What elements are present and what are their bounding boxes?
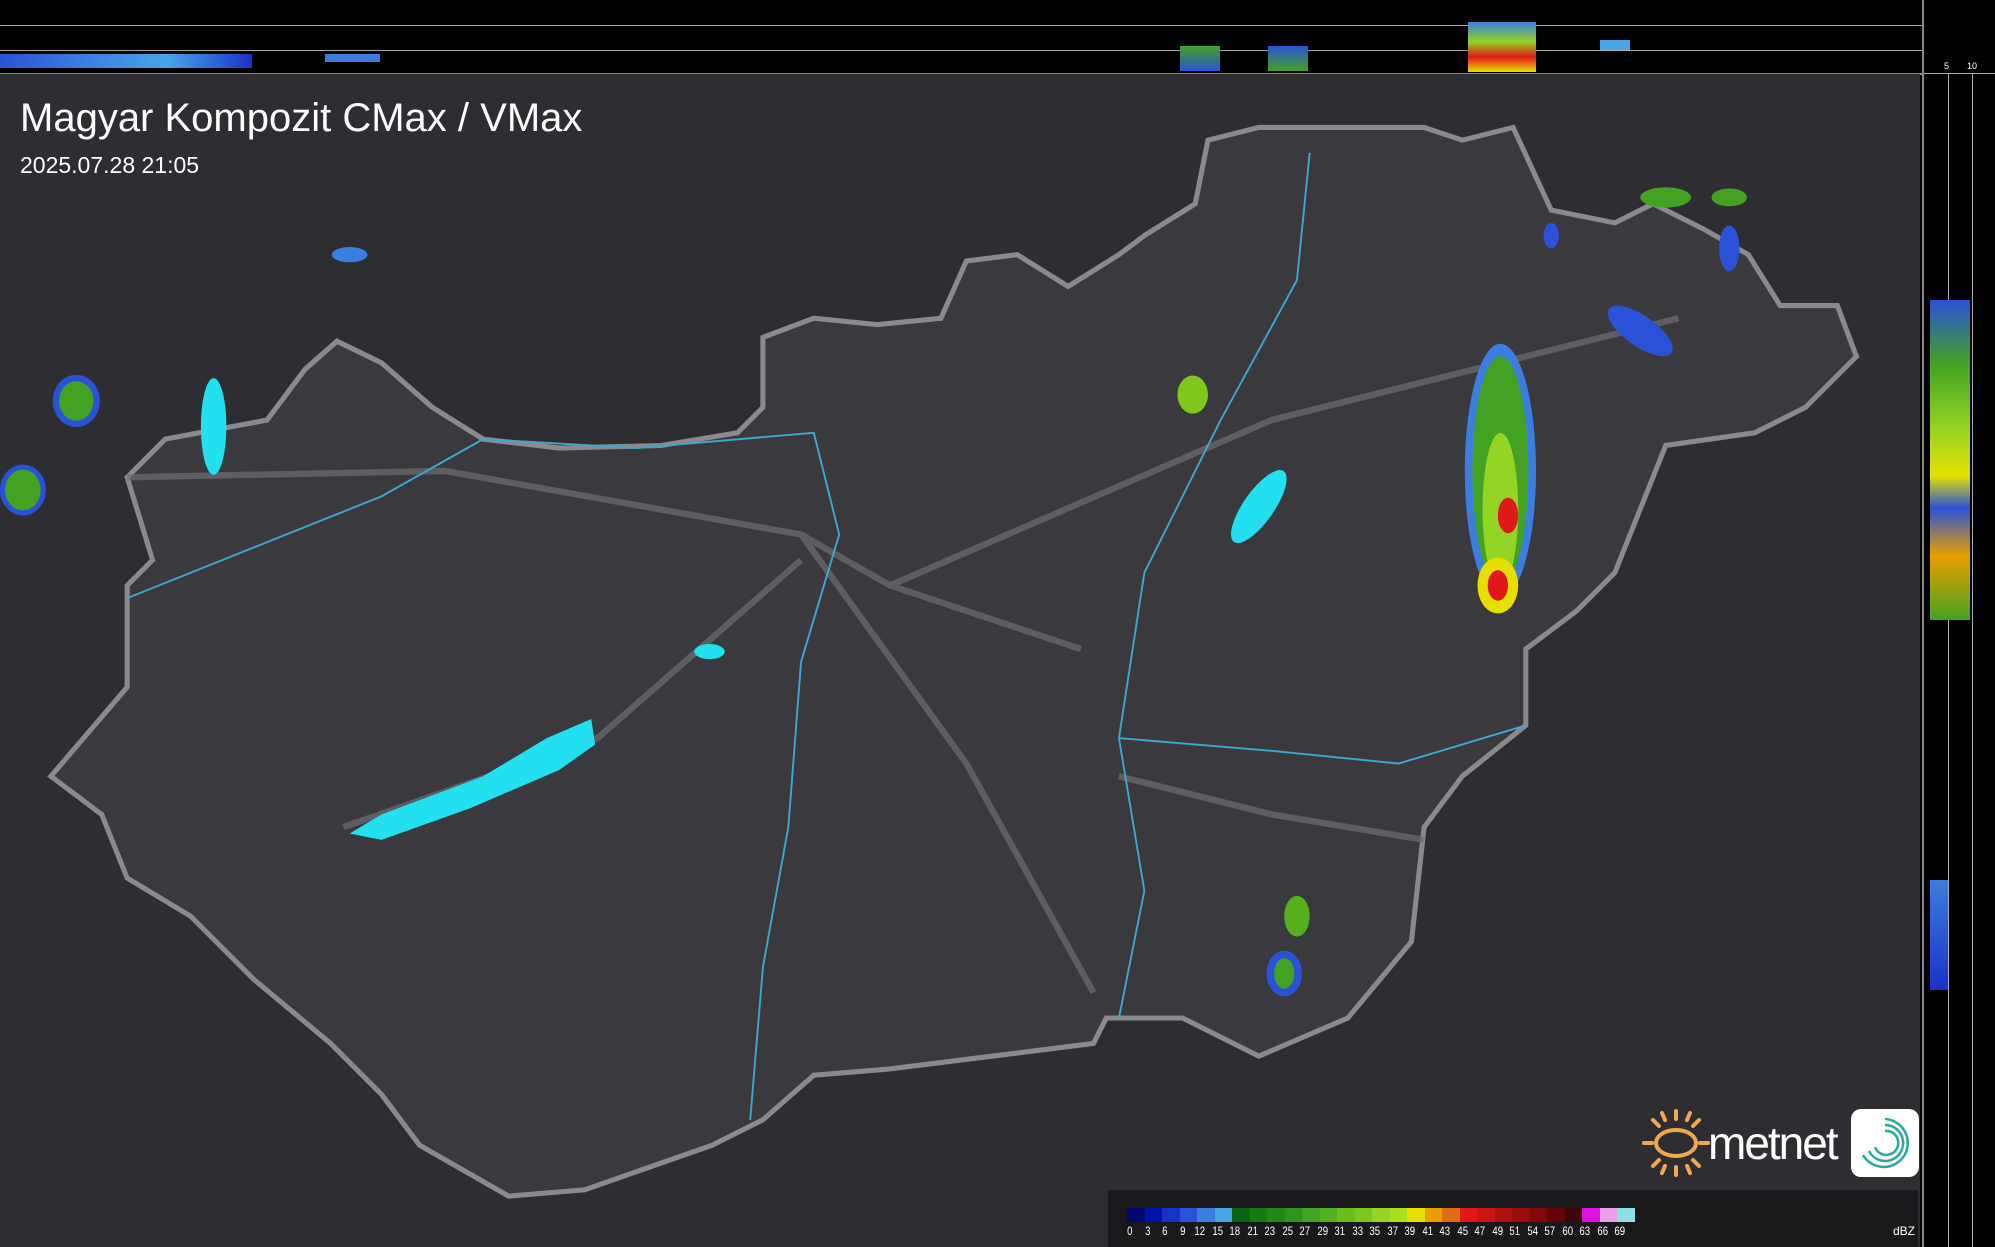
legend-label: 33 bbox=[1351, 1224, 1363, 1238]
legend-swatch bbox=[1599, 1208, 1617, 1222]
legend-label: 63 bbox=[1579, 1224, 1591, 1238]
tick-label: 5 bbox=[1944, 61, 1950, 71]
legend-labels: 0 3 6 9 12 15 18 21 23 25 27 29 31 33 35 37 39 41 43 45 47 49… bbox=[1121, 1224, 1629, 1238]
profile-gridline bbox=[1948, 73, 1949, 1247]
legend-swatch bbox=[1564, 1208, 1582, 1222]
profile-echo bbox=[325, 54, 380, 62]
legend-label: 29 bbox=[1316, 1224, 1328, 1238]
legend-swatch bbox=[1547, 1208, 1565, 1222]
legend-label: 12 bbox=[1194, 1224, 1206, 1238]
dbz-color-legend: 0 3 6 9 12 15 18 21 23 25 27 29 31 33 35 37 39 41 43 45 47 49… bbox=[1108, 1190, 1918, 1247]
lake-balaton bbox=[349, 719, 596, 840]
legend-unit: dBZ bbox=[1893, 1224, 1916, 1238]
legend-swatch bbox=[1302, 1208, 1320, 1222]
profile-gridline bbox=[1924, 73, 1995, 74]
sun-icon bbox=[1642, 1109, 1710, 1177]
legend-label: 6 bbox=[1162, 1224, 1168, 1238]
legend-swatch bbox=[1214, 1208, 1232, 1222]
legend-label: 51 bbox=[1509, 1224, 1521, 1238]
legend-swatch bbox=[1179, 1208, 1197, 1222]
legend-swatch bbox=[1337, 1208, 1355, 1222]
profile-echo bbox=[1930, 880, 1948, 990]
legend-label: 69 bbox=[1614, 1224, 1626, 1238]
legend-swatch bbox=[1354, 1208, 1372, 1222]
lakes bbox=[200, 378, 1287, 840]
legend-swatch bbox=[1494, 1208, 1512, 1222]
legend-label: 41 bbox=[1421, 1224, 1433, 1238]
legend-swatch bbox=[1144, 1208, 1162, 1222]
legend-swatch bbox=[1617, 1208, 1635, 1222]
legend-label: 57 bbox=[1544, 1224, 1556, 1238]
legend-swatch bbox=[1319, 1208, 1337, 1222]
legend-swatch bbox=[1512, 1208, 1530, 1222]
legend-swatch bbox=[1424, 1208, 1442, 1222]
legend-label: 3 bbox=[1144, 1224, 1150, 1238]
legend-label: 60 bbox=[1561, 1224, 1573, 1238]
legend-swatch bbox=[1162, 1208, 1180, 1222]
legend-swatch bbox=[1249, 1208, 1267, 1222]
map-timestamp: 2025.07.28 21:05 bbox=[20, 152, 200, 178]
legend-label: 45 bbox=[1456, 1224, 1468, 1238]
radar-map[interactable] bbox=[0, 74, 1920, 1247]
lake-tisza bbox=[1231, 470, 1287, 544]
legend-swatch bbox=[1197, 1208, 1215, 1222]
profile-gridline bbox=[1972, 73, 1973, 1247]
top-vertical-profile: 10 5 bbox=[0, 0, 1934, 75]
spiral-icon bbox=[1861, 1117, 1909, 1169]
legend-swatch bbox=[1582, 1208, 1600, 1222]
spiral-logo bbox=[1850, 1109, 1919, 1177]
legend-swatch bbox=[1459, 1208, 1477, 1222]
legend-label: 39 bbox=[1404, 1224, 1416, 1238]
lake-velence bbox=[694, 643, 725, 660]
legend-label: 18 bbox=[1229, 1224, 1241, 1238]
right-vertical-profile: 5 10 bbox=[1922, 0, 1995, 1247]
legend-label: 27 bbox=[1299, 1224, 1311, 1238]
legend-swatch bbox=[1389, 1208, 1407, 1222]
radar-echoes bbox=[0, 187, 1748, 997]
tick-label: 10 bbox=[1967, 61, 1978, 71]
profile-gridline bbox=[0, 25, 1922, 26]
profile-echo bbox=[1600, 40, 1630, 50]
legend-swatch bbox=[1127, 1208, 1145, 1222]
legend-label: 23 bbox=[1264, 1224, 1276, 1238]
legend-swatch bbox=[1477, 1208, 1495, 1222]
legend-label: 54 bbox=[1526, 1224, 1538, 1238]
legend-label: 25 bbox=[1281, 1224, 1293, 1238]
hungary-border bbox=[47, 124, 1860, 1199]
logo-text: metnet bbox=[1708, 1117, 1839, 1169]
map-title: Magyar Kompozit CMax / VMax bbox=[20, 96, 583, 140]
legend-label: 47 bbox=[1474, 1224, 1486, 1238]
legend-swatch bbox=[1372, 1208, 1390, 1222]
legend-label: 0 bbox=[1127, 1224, 1133, 1238]
metnet-logo: metnet bbox=[1636, 1103, 1919, 1183]
profile-echo bbox=[0, 54, 252, 68]
legend-label: 21 bbox=[1246, 1224, 1258, 1238]
legend-label: 43 bbox=[1439, 1224, 1451, 1238]
legend-swatch bbox=[1442, 1208, 1460, 1222]
legend-swatch bbox=[1232, 1208, 1250, 1222]
legend-color-bar bbox=[1127, 1208, 1635, 1222]
lake-ferto bbox=[200, 378, 227, 475]
legend-label: 15 bbox=[1211, 1224, 1223, 1238]
legend-swatch bbox=[1529, 1208, 1547, 1222]
legend-label: 66 bbox=[1596, 1224, 1608, 1238]
legend-swatch bbox=[1284, 1208, 1302, 1222]
legend-label: 9 bbox=[1179, 1224, 1185, 1238]
profile-gridline bbox=[0, 50, 1922, 51]
profile-echo bbox=[1180, 46, 1220, 71]
legend-label: 31 bbox=[1334, 1224, 1346, 1238]
legend-label: 35 bbox=[1369, 1224, 1381, 1238]
profile-echo bbox=[1268, 46, 1308, 71]
profile-echo bbox=[1930, 300, 1970, 620]
legend-label: 37 bbox=[1386, 1224, 1398, 1238]
legend-label: 49 bbox=[1491, 1224, 1503, 1238]
rivers bbox=[126, 152, 1527, 1120]
profile-echo bbox=[1468, 22, 1536, 72]
legend-swatch bbox=[1407, 1208, 1425, 1222]
legend-swatch bbox=[1267, 1208, 1285, 1222]
